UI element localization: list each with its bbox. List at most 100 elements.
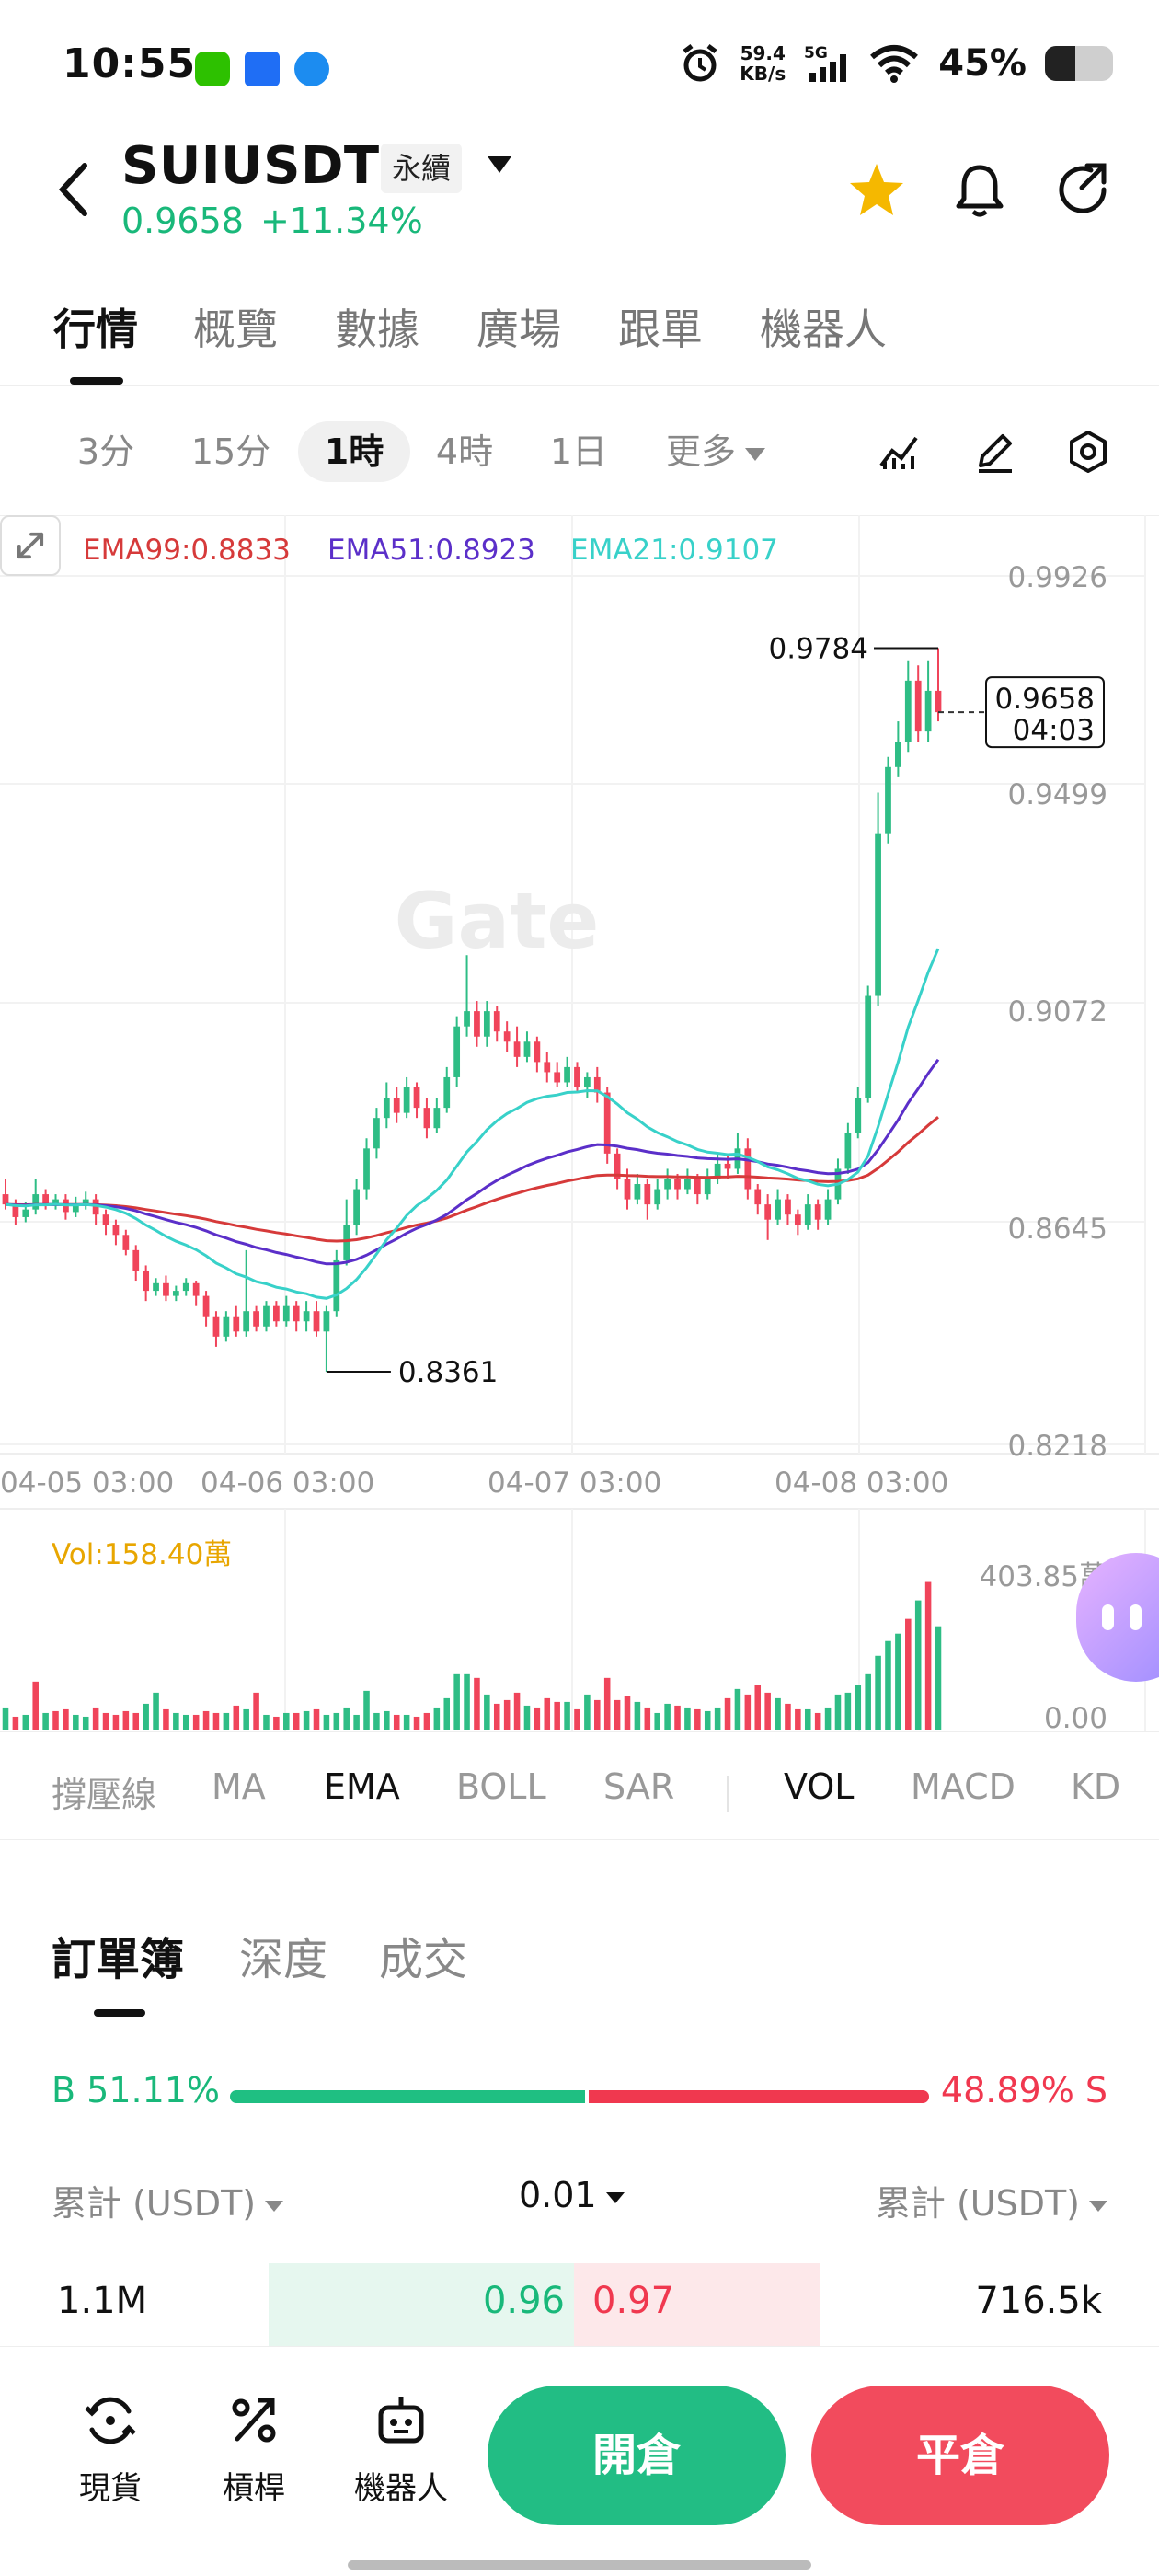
volume-bar: [674, 1705, 681, 1730]
tab-orderbook[interactable]: 訂單簿: [52, 1934, 185, 1985]
candle-body: [554, 1072, 561, 1083]
volume-bar: [744, 1694, 752, 1730]
contract-type-badge[interactable]: 永續: [381, 144, 463, 193]
candle-body: [493, 1011, 500, 1032]
indicator-ma[interactable]: MA: [212, 1766, 266, 1807]
indicator-boll[interactable]: BOLL: [456, 1766, 546, 1807]
volume-bar: [924, 1581, 932, 1730]
candle-body: [474, 1011, 480, 1037]
interval-4h[interactable]: 4時: [435, 431, 494, 472]
tab-copy-trading[interactable]: 跟單: [618, 305, 703, 354]
chart-settings-icon[interactable]: [1065, 429, 1111, 475]
price-summary: 0.9658 +11.34%: [121, 201, 423, 241]
volume-bar: [102, 1712, 109, 1730]
share-icon[interactable]: [1050, 158, 1115, 223]
ask-price[interactable]: 0.97: [592, 2280, 675, 2322]
bid-total-header[interactable]: 累計 (USDT): [52, 2175, 284, 2225]
bid-price[interactable]: 0.96: [482, 2280, 565, 2322]
tab-data[interactable]: 數據: [335, 305, 419, 354]
interval-1h[interactable]: 1時: [298, 421, 410, 482]
candle-body: [343, 1225, 350, 1260]
volume-bar: [464, 1673, 470, 1730]
candlestick-svg[interactable]: Gate 0.9926 0.9499 0.9072 0.8645 0.8218 04-05 …: [0, 515, 1159, 1748]
draw-pencil-icon[interactable]: [971, 429, 1017, 475]
ema99-legend: EMA99:0.8833: [83, 534, 291, 567]
candle-body: [433, 1108, 441, 1129]
interval-15m[interactable]: 15分: [190, 431, 271, 472]
tab-trades[interactable]: 成交: [379, 1934, 468, 1985]
ema21-line: [5, 948, 940, 1300]
interval-3m[interactable]: 3分: [76, 431, 135, 472]
bot-button[interactable]: 機器人: [346, 2391, 456, 2508]
interval-1d[interactable]: 1日: [549, 431, 608, 472]
candle-body: [153, 1282, 159, 1292]
candle-body: [564, 1066, 570, 1083]
candle-body: [12, 1204, 19, 1217]
indicator-support-resistance[interactable]: 撐壓線: [52, 1775, 157, 1815]
caret-down-icon: [1089, 2200, 1107, 2212]
candle-body: [393, 1098, 400, 1113]
tab-square[interactable]: 廣場: [476, 305, 561, 354]
candle-body: [192, 1282, 200, 1296]
tab-market[interactable]: 行情: [53, 305, 138, 354]
volume-bar: [233, 1705, 240, 1730]
active-tab-indicator: [70, 377, 123, 385]
message-app-icon: [245, 52, 280, 86]
interval-more[interactable]: 更多: [651, 421, 780, 482]
assistant-bubble[interactable]: [1076, 1553, 1159, 1682]
indicator-kd[interactable]: KD: [1071, 1766, 1121, 1807]
indicator-ema[interactable]: EMA: [324, 1766, 400, 1807]
bottom-action-bar: 現貨 槓桿 機器人 開倉 平倉: [0, 2346, 1159, 2576]
candle-body: [163, 1282, 169, 1296]
x-tick-label: 04-05 03:00: [0, 1466, 174, 1500]
bell-icon[interactable]: [947, 158, 1012, 223]
volume-bar: [474, 1677, 480, 1730]
candle-body: [764, 1204, 772, 1220]
tab-bots[interactable]: 機器人: [760, 305, 887, 354]
contract-dropdown-icon[interactable]: [488, 156, 511, 173]
tab-overview[interactable]: 概覽: [193, 305, 278, 354]
candle-body: [875, 833, 881, 996]
candle-body: [785, 1199, 791, 1215]
candle-body: [2, 1194, 9, 1205]
kline-chart[interactable]: Gate 0.9926 0.9499 0.9072 0.8645 0.8218 04-05 …: [0, 515, 1159, 1735]
volume-bar: [52, 1710, 59, 1730]
current-price-label: 0.9658: [995, 683, 1095, 716]
volume-bar: [554, 1701, 560, 1730]
volume-bar: [433, 1707, 441, 1730]
indicator-bar: 撐壓線 MA EMA BOLL SAR VOL MACD KD: [0, 1748, 1159, 1840]
candle-body: [212, 1316, 220, 1337]
indicator-sar[interactable]: SAR: [603, 1766, 675, 1807]
spot-button[interactable]: 現貨: [55, 2391, 166, 2508]
wifi-icon: [870, 45, 919, 83]
expand-chart-icon[interactable]: [0, 515, 61, 576]
candle-body: [644, 1184, 651, 1205]
close-position-button[interactable]: 平倉: [811, 2386, 1109, 2525]
favorite-star-icon[interactable]: [844, 158, 909, 223]
tab-depth[interactable]: 深度: [239, 1934, 328, 1985]
volume-bar: [734, 1688, 741, 1730]
candle-body: [42, 1194, 49, 1205]
indicator-chart-icon[interactable]: [876, 429, 922, 475]
open-position-button[interactable]: 開倉: [488, 2386, 786, 2525]
candle-body: [824, 1199, 832, 1220]
candle-body: [143, 1270, 150, 1292]
precision-select[interactable]: 0.01: [519, 2175, 625, 2215]
volume-bar: [584, 1694, 591, 1730]
x-tick-label: 04-06 03:00: [201, 1466, 374, 1500]
pair-symbol[interactable]: SUIUSDT: [121, 136, 380, 196]
volume-bar: [453, 1673, 460, 1730]
candle-body: [714, 1163, 721, 1179]
indicator-vol[interactable]: VOL: [784, 1766, 855, 1807]
candle-body: [895, 742, 901, 767]
volume-bar: [935, 1626, 942, 1730]
back-arrow-icon[interactable]: [53, 162, 94, 217]
candle-body: [243, 1311, 250, 1332]
indicator-macd[interactable]: MACD: [911, 1766, 1016, 1807]
ask-total-header[interactable]: 累計 (USDT): [876, 2175, 1107, 2225]
gate-watermark: Gate: [395, 876, 600, 966]
home-indicator[interactable]: [348, 2560, 811, 2570]
margin-button[interactable]: 槓桿: [199, 2391, 309, 2508]
volume-bar: [714, 1707, 721, 1730]
candle-body: [885, 766, 891, 834]
